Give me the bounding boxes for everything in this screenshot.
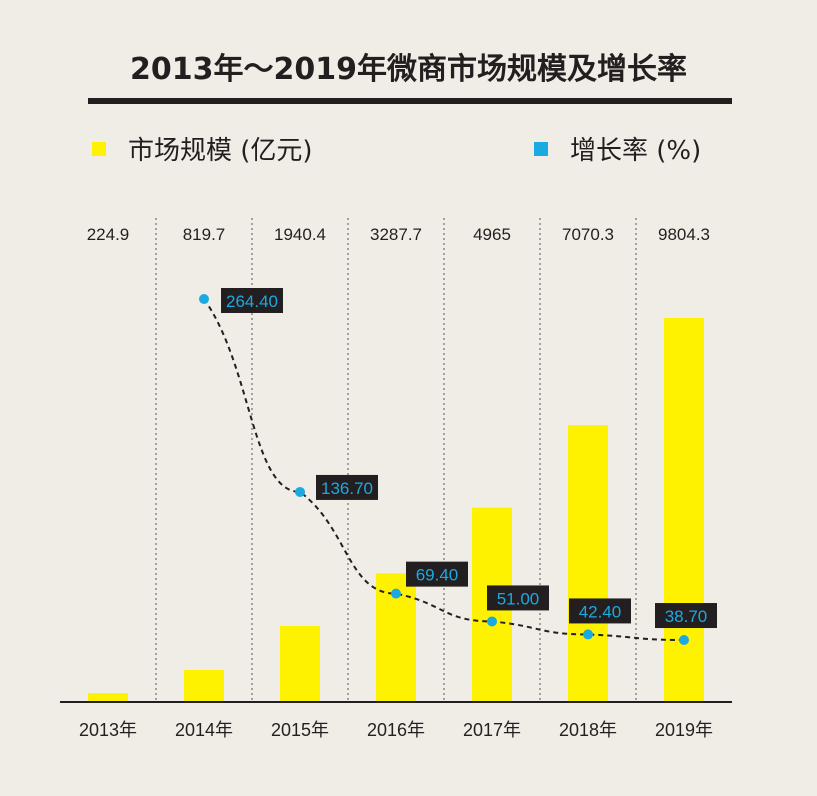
bar-value-label: 224.9: [87, 225, 130, 244]
x-tick-label: 2014年: [175, 720, 233, 740]
x-tick-label: 2016年: [367, 720, 425, 740]
bar-2013年: [88, 693, 128, 702]
growth-value-label: 38.70: [665, 607, 708, 626]
growth-label-box: [406, 561, 468, 587]
x-tick-label: 2019年: [655, 720, 713, 740]
chart-title: 2013年～2019年微商市场规模及增长率: [130, 52, 687, 87]
growth-value-label: 69.40: [416, 566, 459, 585]
bar-value-label: 819.7: [183, 225, 226, 244]
bar-value-label: 3287.7: [370, 225, 422, 244]
title-rule: [88, 98, 732, 104]
bar-2015年: [280, 626, 320, 702]
legend-label: 市场规模 (亿元): [128, 136, 313, 166]
growth-point-2015年: [295, 486, 305, 497]
bar-2018年: [568, 425, 608, 702]
bar-value-label: 4965: [473, 225, 511, 244]
growth-point-2019年: [679, 635, 689, 646]
growth-point-2014年: [199, 293, 209, 304]
bar-value-label: 1940.4: [274, 225, 326, 244]
legend-swatch-blue: [534, 141, 548, 156]
bar-value-label: 9804.3: [658, 225, 710, 244]
growth-rate-line: [203, 298, 685, 642]
x-tick-label: 2013年: [79, 720, 137, 740]
growth-label-box: [655, 603, 717, 629]
x-tick-label: 2017年: [463, 720, 521, 740]
x-tick-label: 2015年: [271, 720, 329, 740]
growth-label-box: [316, 474, 378, 500]
growth-value-label: 264.40: [226, 292, 278, 311]
growth-label-box: [487, 585, 549, 611]
growth-label-box: [221, 287, 283, 313]
legend-item-growth-rate: 增长率 (%): [534, 130, 701, 167]
legend-swatch-yellow: [92, 141, 106, 156]
growth-value-label: 51.00: [497, 589, 540, 608]
growth-value-label: 136.70: [321, 479, 373, 498]
growth-label-box: [569, 598, 631, 624]
growth-value-label: 42.40: [579, 602, 622, 621]
legend-item-market-size: 市场规模 (亿元): [92, 130, 313, 167]
growth-point-2017年: [487, 616, 497, 627]
bar-value-label: 7070.3: [562, 225, 614, 244]
growth-point-2018年: [583, 629, 593, 640]
bar-2014年: [184, 669, 224, 702]
legend-label: 增长率 (%): [570, 136, 702, 166]
x-tick-label: 2018年: [559, 720, 617, 740]
growth-point-2016年: [391, 588, 401, 599]
